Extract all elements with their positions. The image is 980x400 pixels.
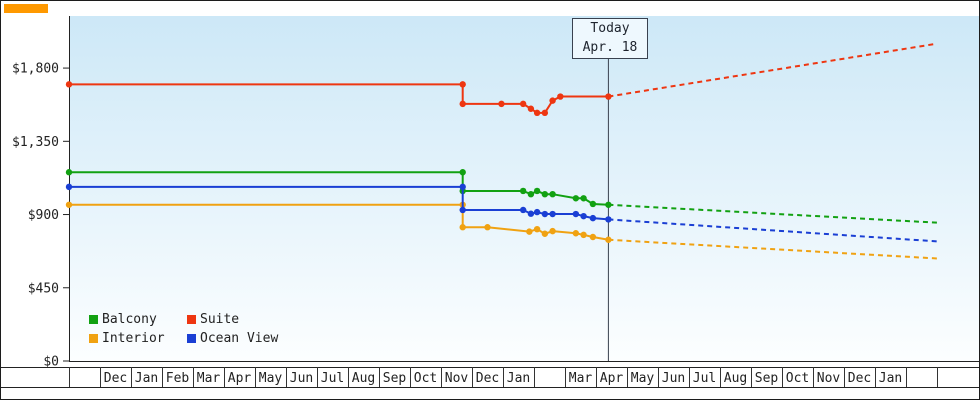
today-annotation-line1: Today — [590, 20, 630, 36]
series-interior-point — [533, 225, 541, 233]
series-ocean-view-point — [549, 210, 556, 218]
series-balcony-point — [519, 187, 527, 195]
series-suite-projection — [608, 42, 938, 98]
month-label: Feb — [166, 371, 190, 386]
series-suite-point — [519, 100, 527, 108]
series-balcony-point — [605, 201, 612, 208]
series-interior-point — [605, 236, 612, 243]
month-label: Apr — [600, 371, 624, 386]
series-balcony-point — [527, 190, 535, 198]
month-label: Dec — [848, 371, 871, 386]
legend-swatch — [89, 334, 98, 343]
y-tick-label: $450 — [28, 281, 59, 296]
series-ocean-view-point — [527, 210, 535, 217]
legend-item-ocean-view: Ocean View — [187, 331, 278, 346]
series-balcony-point — [572, 195, 580, 202]
month-label: Aug — [724, 371, 747, 386]
month-label: Jan — [879, 371, 902, 386]
series-balcony-point — [533, 187, 541, 195]
month-label: Jun — [290, 371, 313, 386]
legend: Balcony Suite Interior Ocean View — [89, 312, 278, 346]
series-ocean-view-projection — [608, 218, 938, 243]
series-suite-point — [605, 93, 612, 100]
series-interior-point — [541, 230, 549, 237]
series-ocean-view-point — [572, 210, 580, 218]
series-suite-point — [459, 100, 466, 108]
legend-label: Ocean View — [200, 331, 279, 346]
y-tick-label: $1,350 — [12, 135, 59, 150]
series-ocean-view-point — [459, 206, 466, 214]
month-label: Sep — [383, 371, 407, 386]
series-interior-point — [580, 231, 587, 239]
legend-swatch — [89, 315, 98, 324]
series-suite-point — [533, 109, 541, 117]
month-label: Sep — [755, 371, 779, 386]
legend-item-interior: Interior — [89, 331, 181, 346]
series-interior-point — [589, 233, 597, 241]
series-balcony-point — [541, 190, 549, 198]
series-balcony-point — [459, 169, 466, 176]
legend-label: Interior — [102, 331, 165, 346]
month-label: May — [631, 371, 655, 386]
month-label: Aug — [352, 371, 375, 386]
month-label: Dec — [476, 371, 499, 386]
legend-label: Balcony — [102, 312, 157, 327]
series-ocean-view-point — [541, 210, 549, 218]
legend-swatch — [187, 315, 196, 324]
month-label: Dec — [104, 371, 127, 386]
today-annotation: Today Apr. 18 — [572, 18, 648, 59]
series-ocean-view-point — [519, 206, 527, 214]
series-balcony-point — [580, 195, 587, 202]
series-balcony-point — [549, 190, 556, 198]
series-interior-point — [459, 224, 466, 231]
series-suite-point — [65, 81, 73, 88]
series-ocean-view-point — [580, 212, 587, 220]
month-label: Jan — [135, 371, 158, 386]
series-ocean-view-point — [605, 216, 612, 223]
month-label: Jan — [507, 371, 530, 386]
series-suite-point — [557, 93, 564, 100]
month-label: May — [259, 371, 283, 386]
series-suite-point — [459, 81, 466, 88]
legend-swatch — [187, 334, 196, 343]
month-label: Oct — [786, 371, 809, 386]
series-interior-point — [572, 230, 580, 237]
series-ocean-view-point — [65, 183, 73, 191]
series-interior-point — [484, 224, 491, 231]
series-balcony-point — [589, 200, 597, 208]
y-tick-label: $900 — [28, 208, 59, 223]
series-suite-point — [549, 97, 556, 104]
month-label: Nov — [445, 371, 469, 386]
month-label: Nov — [817, 371, 841, 386]
legend-item-balcony: Balcony — [89, 312, 181, 327]
month-label: Apr — [228, 371, 252, 386]
y-tick-label: $0 — [43, 355, 59, 370]
series-ocean-view-point — [459, 183, 466, 191]
legend-label: Suite — [200, 312, 240, 327]
month-label: Jun — [662, 371, 685, 386]
series-interior-point — [526, 228, 533, 235]
series-suite-point — [527, 105, 535, 112]
month-label: Mar — [197, 371, 221, 386]
series-suite-point — [541, 109, 549, 117]
series-interior-point — [549, 227, 556, 235]
month-label: Jul — [693, 371, 716, 386]
series-balcony-projection — [608, 203, 938, 224]
series-interior-projection — [608, 238, 938, 260]
series-balcony-point — [65, 169, 73, 176]
y-tick-label: $1,800 — [12, 62, 59, 77]
month-label: Jul — [321, 371, 344, 386]
top-left-orange-fragment — [4, 4, 48, 13]
series-suite-point — [498, 100, 505, 108]
series-interior-point — [65, 201, 73, 208]
legend-item-suite: Suite — [187, 312, 278, 327]
series-ocean-view-point — [589, 214, 597, 222]
month-label: Mar — [569, 371, 593, 386]
today-annotation-line2: Apr. 18 — [582, 39, 638, 55]
series-ocean-view-point — [533, 208, 541, 216]
month-label: Oct — [414, 371, 437, 386]
